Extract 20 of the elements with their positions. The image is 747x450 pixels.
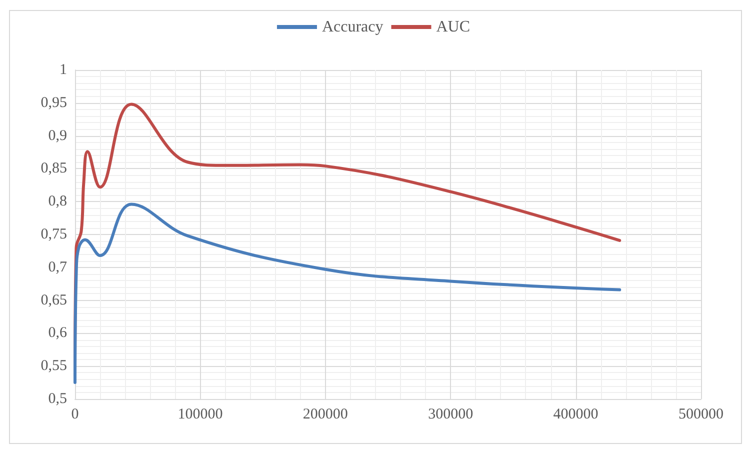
y-tick-label: 0,85 xyxy=(40,160,67,177)
x-tick-label: 100000 xyxy=(178,406,223,422)
x-tick-label: 400000 xyxy=(553,406,598,422)
y-tick-label: 0,55 xyxy=(40,358,67,374)
line-series xyxy=(74,202,622,384)
y-tick-label: 1 xyxy=(60,62,67,78)
x-tick-label: 300000 xyxy=(428,406,474,422)
legend-label: Accuracy xyxy=(322,18,384,36)
y-tick-label: 0,65 xyxy=(40,292,67,308)
y-tick-label: 0,7 xyxy=(48,259,68,276)
x-tick-label: 500000 xyxy=(678,406,724,422)
y-tick-label: 0,95 xyxy=(40,94,67,111)
y-tick-label: 0,8 xyxy=(48,194,67,210)
y-tick-label: 0,6 xyxy=(48,325,68,342)
y-tick-label: 0,9 xyxy=(48,128,67,144)
legend-label: AUC xyxy=(436,18,470,36)
x-tick-label: 0 xyxy=(71,406,79,422)
x-tick-label: 200000 xyxy=(302,406,348,422)
y-tick-label: 0,75 xyxy=(40,226,67,242)
y-tick-label: 0,5 xyxy=(48,391,67,407)
